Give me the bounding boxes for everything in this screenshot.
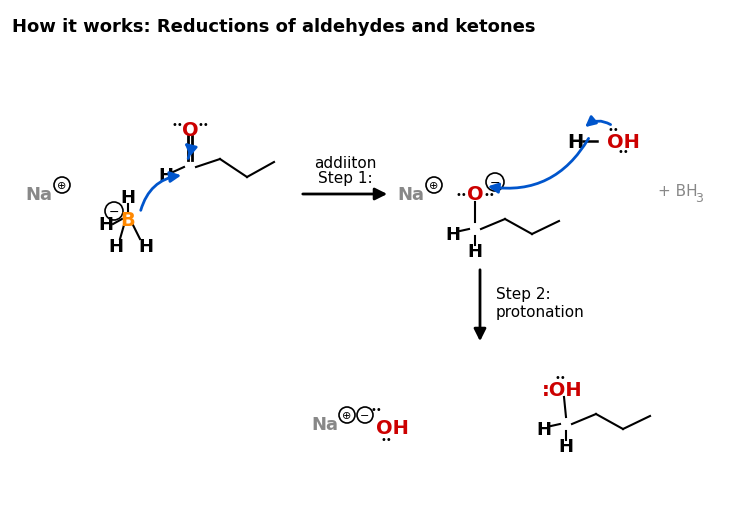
- Text: ••: ••: [380, 434, 392, 444]
- Text: −: −: [490, 176, 501, 189]
- Text: + BH: + BH: [658, 184, 697, 199]
- Text: ••: ••: [483, 190, 495, 200]
- Text: ••: ••: [370, 404, 382, 414]
- Text: ⊕: ⊕: [57, 181, 67, 191]
- Text: H: H: [120, 189, 136, 207]
- Text: :OH: :OH: [542, 380, 582, 399]
- Text: H: H: [559, 437, 573, 455]
- Text: −: −: [109, 205, 119, 218]
- Text: How it works: Reductions of aldehydes and ketones: How it works: Reductions of aldehydes an…: [12, 18, 536, 36]
- Text: Na: Na: [397, 186, 424, 204]
- Text: H: H: [468, 242, 482, 261]
- Text: ••: ••: [617, 147, 629, 157]
- Text: ⊕: ⊕: [342, 410, 352, 420]
- Text: protonation: protonation: [496, 304, 585, 319]
- Text: OH: OH: [376, 419, 409, 438]
- Text: ••: ••: [171, 120, 183, 130]
- Text: ⊕: ⊕: [429, 181, 439, 191]
- Text: ••: ••: [197, 120, 209, 130]
- Text: H: H: [109, 238, 123, 256]
- Text: Na: Na: [25, 186, 52, 204]
- Text: Na: Na: [311, 415, 338, 433]
- Text: H: H: [537, 420, 551, 438]
- Text: H: H: [159, 166, 173, 185]
- Text: ••: ••: [554, 372, 566, 382]
- Text: H: H: [139, 238, 153, 256]
- Text: B: B: [120, 210, 135, 229]
- Text: Step 1:: Step 1:: [318, 171, 372, 186]
- Text: ••: ••: [607, 125, 619, 135]
- Text: addiiton: addiiton: [314, 155, 377, 170]
- Text: H: H: [567, 132, 583, 151]
- Text: OH: OH: [607, 132, 640, 151]
- Text: −: −: [360, 410, 370, 420]
- Text: 3: 3: [695, 191, 703, 204]
- Text: O: O: [467, 185, 483, 204]
- Text: ••: ••: [455, 190, 467, 200]
- Text: H: H: [98, 216, 114, 234]
- Text: H: H: [446, 225, 460, 243]
- Text: Step 2:: Step 2:: [496, 287, 550, 301]
- Text: O: O: [182, 120, 198, 139]
